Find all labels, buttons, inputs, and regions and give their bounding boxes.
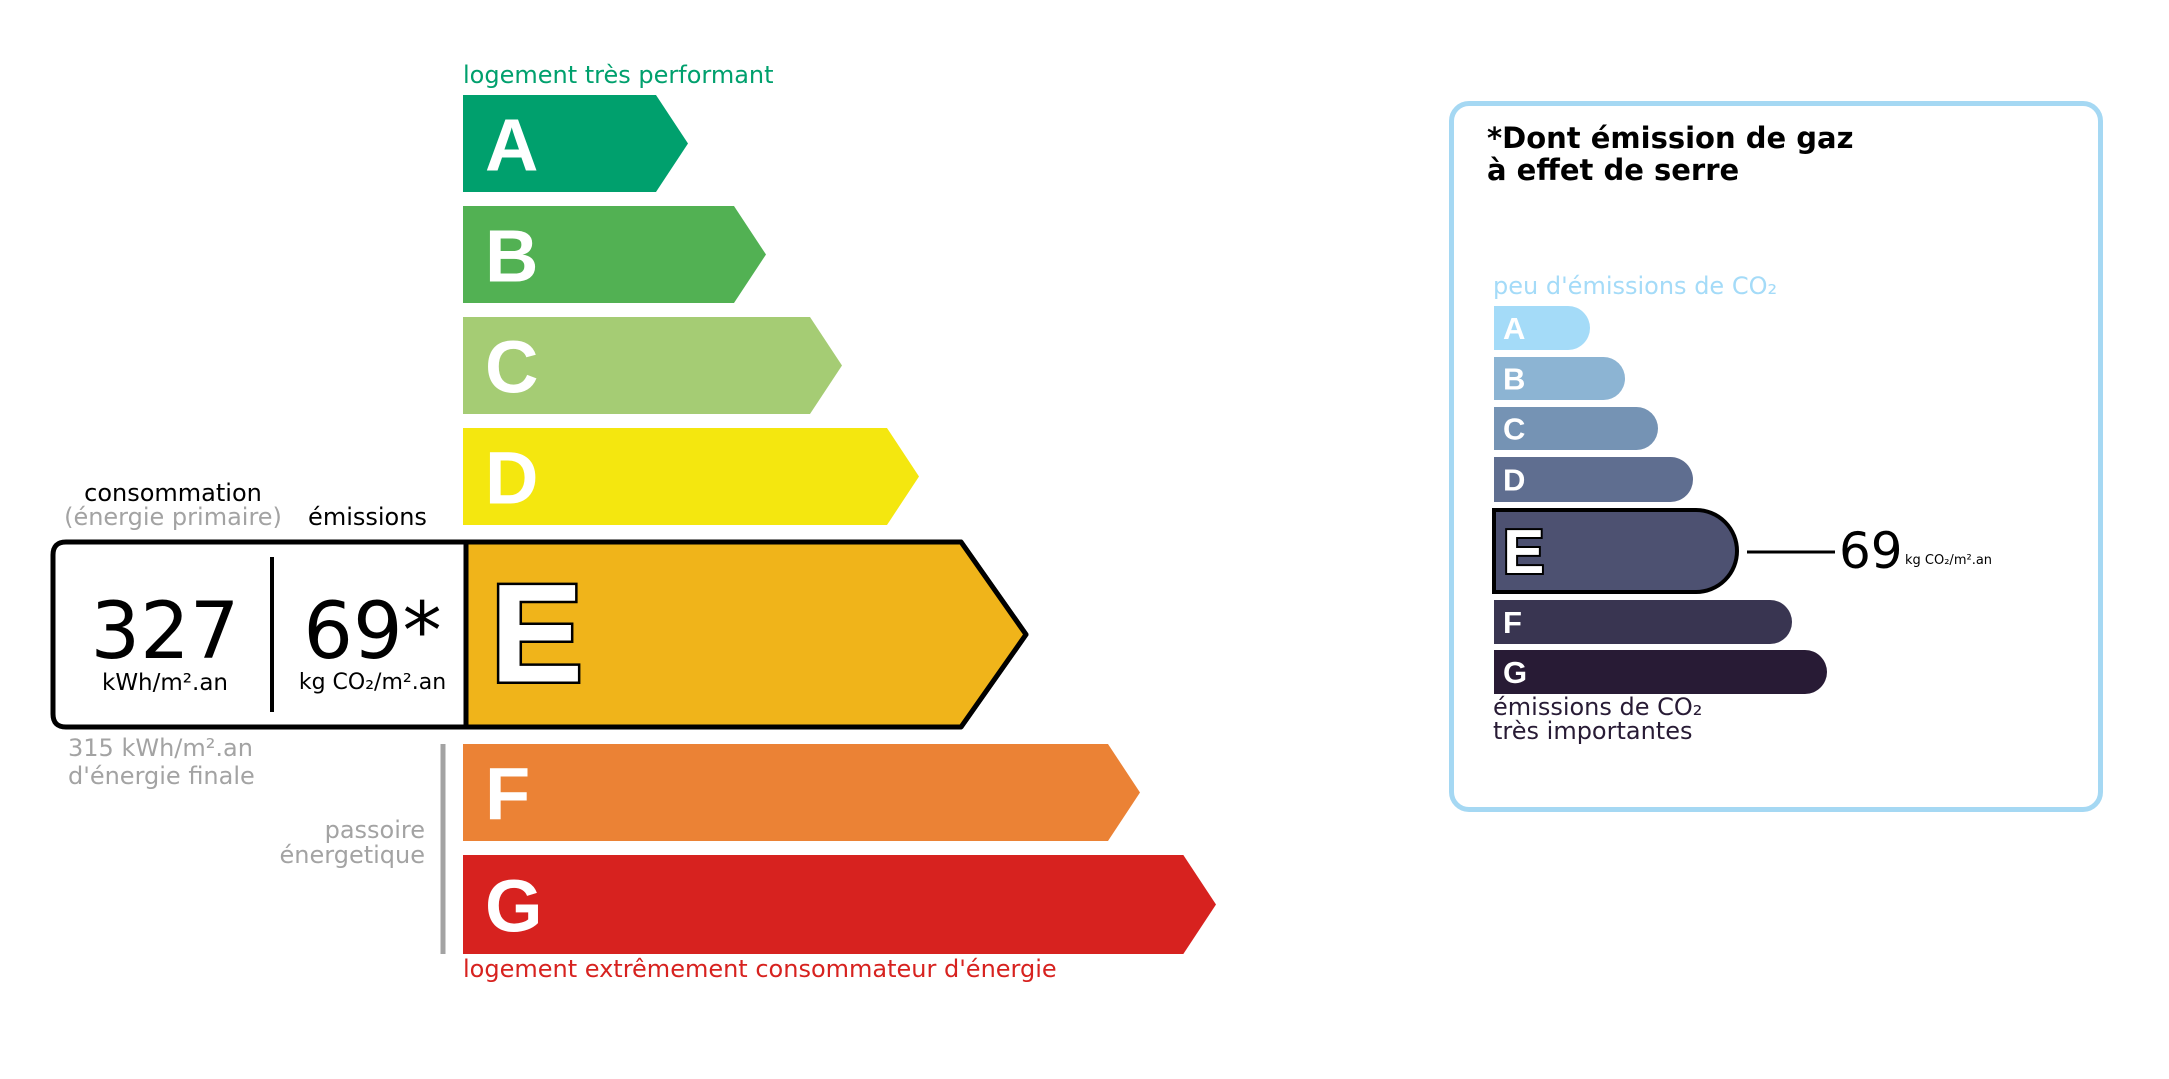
ges-bar-B [1494, 357, 1625, 400]
ges-bar-A [1494, 306, 1590, 350]
ges-letter-B: B [1503, 362, 1525, 397]
ges-letter-A: A [1503, 311, 1525, 346]
final-energy-label: d'énergie finale [68, 762, 255, 790]
ges-bar-C [1494, 407, 1658, 450]
energy-letter-G: G [485, 865, 543, 948]
consumption-sublabel: (énergie primaire) [64, 503, 282, 531]
consumption-label: consommation [84, 479, 262, 507]
ges-unit: kg CO₂/m².an [1905, 553, 1993, 568]
ges-letter-F: F [1503, 605, 1522, 640]
ges-title-2: à effet de serre [1487, 153, 1740, 187]
energy-letter-C: C [485, 326, 538, 409]
energy-bar-A [463, 95, 688, 192]
energy-bar-G [463, 855, 1216, 954]
energy-letter-E: E [490, 555, 583, 712]
energy-letter-D: D [485, 437, 538, 520]
energy-bar-F [463, 744, 1140, 841]
ges-panel [1449, 101, 2103, 812]
ges-bar-F [1494, 600, 1792, 644]
ges-top-label: peu d'émissions de CO₂ [1493, 272, 1778, 300]
energy-letter-B: B [485, 215, 538, 298]
passoire-label-2: énergetique [279, 841, 425, 869]
passoire-label-1: passoire [324, 816, 425, 844]
energy-bar-C [463, 317, 842, 414]
ges-bar-D [1494, 457, 1693, 502]
final-energy-value: 315 kWh/m².an [68, 734, 253, 762]
ges-letter-E: E [1503, 518, 1544, 587]
consumption-unit: kWh/m².an [102, 670, 228, 696]
emissions-value: 69* [303, 587, 442, 677]
energy-bar-B [463, 206, 766, 303]
emissions-unit: kg CO₂/m².an [298, 670, 447, 695]
energy-letter-F: F [485, 753, 530, 836]
ges-bottom-label-2: très importantes [1493, 717, 1693, 745]
ges-bar-G [1494, 650, 1827, 694]
ges-letter-C: C [1503, 412, 1525, 447]
emissions-label: émissions [308, 503, 427, 531]
energy-letter-A: A [485, 104, 538, 187]
ges-letter-G: G [1503, 655, 1527, 690]
ges-letter-D: D [1503, 463, 1525, 498]
consumption-value: 327 [90, 587, 240, 677]
ges-bottom-label-1: émissions de CO₂ [1493, 693, 1703, 721]
energy-bottom-label: logement extrêmement consommateur d'éner… [463, 955, 1057, 983]
energy-bar-D [463, 428, 919, 525]
ges-bar-E [1492, 508, 1739, 594]
ges-title-1: *Dont émission de gaz [1487, 121, 1854, 155]
energy-top-label: logement très performant [463, 61, 774, 89]
ges-value: 69 [1839, 522, 1903, 580]
